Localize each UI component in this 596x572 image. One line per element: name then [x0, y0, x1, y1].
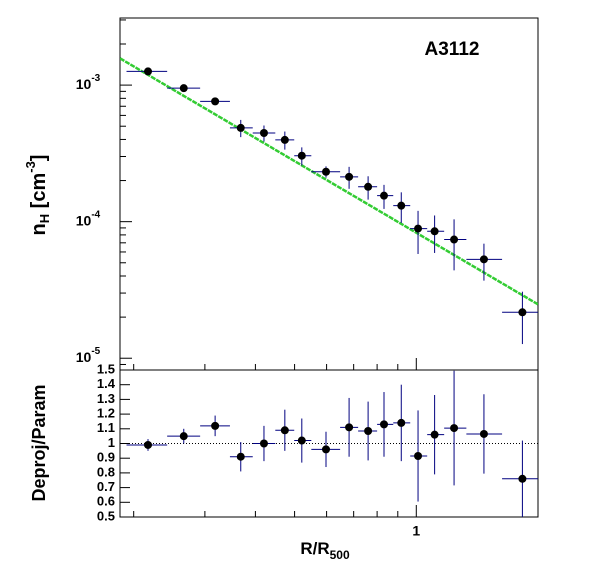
data-point — [414, 451, 423, 460]
y-axis-label: nH [cm-3] — [23, 155, 52, 236]
label-part: 500 — [330, 548, 350, 562]
y-tick-label: 10-4 — [76, 209, 101, 228]
data-point — [297, 151, 306, 160]
y-tick-label: 1.5 — [97, 361, 115, 376]
y-tick-label: 0.6 — [97, 494, 115, 509]
data-point — [397, 201, 406, 210]
data-point — [364, 182, 373, 191]
data-point — [450, 235, 459, 244]
data-point — [322, 167, 331, 176]
tick-exponent: -3 — [91, 73, 100, 84]
data-point — [479, 429, 488, 438]
data-point — [259, 439, 268, 448]
data-point — [430, 430, 439, 439]
x-axis-label: R/R500 — [300, 539, 350, 562]
data-point — [236, 123, 245, 132]
data-point — [379, 191, 388, 200]
data-point — [259, 128, 268, 137]
label-part: R/R — [300, 539, 329, 558]
tick-exponent: -5 — [91, 346, 100, 357]
data-point — [345, 172, 354, 181]
y-tick-label: 0.5 — [97, 508, 115, 523]
label-part: ] — [28, 155, 50, 162]
data-point — [397, 418, 406, 427]
data-point — [297, 436, 306, 445]
data-point — [144, 67, 153, 76]
bottom-frame — [119, 369, 539, 518]
data-point — [144, 440, 153, 449]
data-point — [179, 432, 188, 441]
data-point — [211, 97, 220, 106]
label-part: n — [28, 223, 50, 235]
y-tick-label: 1.4 — [97, 376, 116, 391]
data-point — [414, 224, 423, 233]
y-axis-label: Deproj/Param — [29, 384, 49, 501]
tick-base: 10 — [76, 76, 92, 92]
data-point — [236, 452, 245, 461]
x-tick-label: 1 — [412, 523, 420, 539]
data-point — [280, 135, 289, 144]
data-point — [479, 255, 488, 264]
data-point — [345, 423, 354, 432]
y-tick-label: 1.2 — [97, 406, 115, 421]
label-part: -3 — [23, 161, 38, 173]
data-point — [211, 421, 220, 430]
data-point — [379, 420, 388, 429]
tick-base: 10 — [76, 349, 92, 365]
data-point — [322, 445, 331, 454]
data-point — [430, 227, 439, 236]
y-tick-label: 1.3 — [97, 391, 115, 406]
data-point — [450, 424, 459, 433]
y-tick-label: 1 — [108, 435, 115, 450]
y-tick-label: 0.7 — [97, 479, 115, 494]
annotation: A3112 — [425, 39, 480, 60]
data-point — [518, 308, 527, 317]
y-tick-label: 0.8 — [97, 464, 115, 479]
top-frame — [119, 17, 539, 371]
data-point — [518, 474, 527, 483]
tick-exponent: -4 — [91, 209, 100, 220]
y-tick-label: 0.9 — [97, 450, 115, 465]
y-tick-label: 10-5 — [76, 346, 101, 365]
y-tick-label: 10-3 — [76, 73, 101, 92]
data-point — [280, 426, 289, 435]
tick-base: 10 — [76, 212, 92, 228]
fit-line — [120, 57, 538, 306]
label-part: [cm — [28, 173, 50, 214]
y-tick-label: 1.1 — [97, 420, 115, 435]
data-point — [364, 427, 373, 436]
data-point — [179, 84, 188, 93]
label-part: H — [37, 214, 52, 223]
